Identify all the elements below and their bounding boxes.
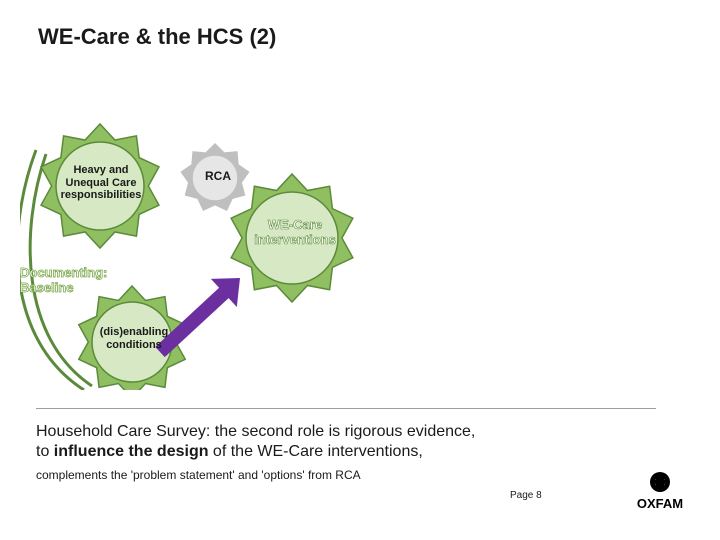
diagram-area: Heavy andUnequal Careresponsibilities RCA… bbox=[20, 110, 420, 390]
gear_wecare-label: WE-Careinterventions bbox=[240, 218, 350, 248]
documenting-baseline-label: Documenting:Baseline bbox=[20, 265, 150, 295]
divider bbox=[36, 408, 656, 409]
slide: WE-Care & the HCS (2) Heavy andUnequal C… bbox=[0, 0, 720, 540]
body-line1: Household Care Survey: the second role i… bbox=[36, 423, 475, 440]
gear_disenable-label: (dis)enablingconditions bbox=[86, 326, 182, 351]
svg-text:OXFAM: OXFAM bbox=[637, 496, 683, 511]
oxfam-logo-svg: OXFAM bbox=[630, 470, 690, 514]
body-line2c: of the WE-Care interventions, bbox=[208, 443, 422, 460]
gear_rca-label: RCA bbox=[198, 170, 238, 184]
body-line2b: influence the design bbox=[54, 443, 209, 460]
oxfam-logo: OXFAM bbox=[630, 470, 690, 519]
body-line2a: to bbox=[36, 443, 54, 460]
slide-title: WE-Care & the HCS (2) bbox=[38, 24, 276, 50]
diagram-svg bbox=[20, 110, 420, 390]
page-number: Page 8 bbox=[510, 490, 542, 501]
body-text: Household Care Survey: the second role i… bbox=[36, 422, 596, 462]
subline: complements the 'problem statement' and … bbox=[36, 468, 361, 482]
gear_heavy-label: Heavy andUnequal Careresponsibilities bbox=[50, 164, 152, 202]
